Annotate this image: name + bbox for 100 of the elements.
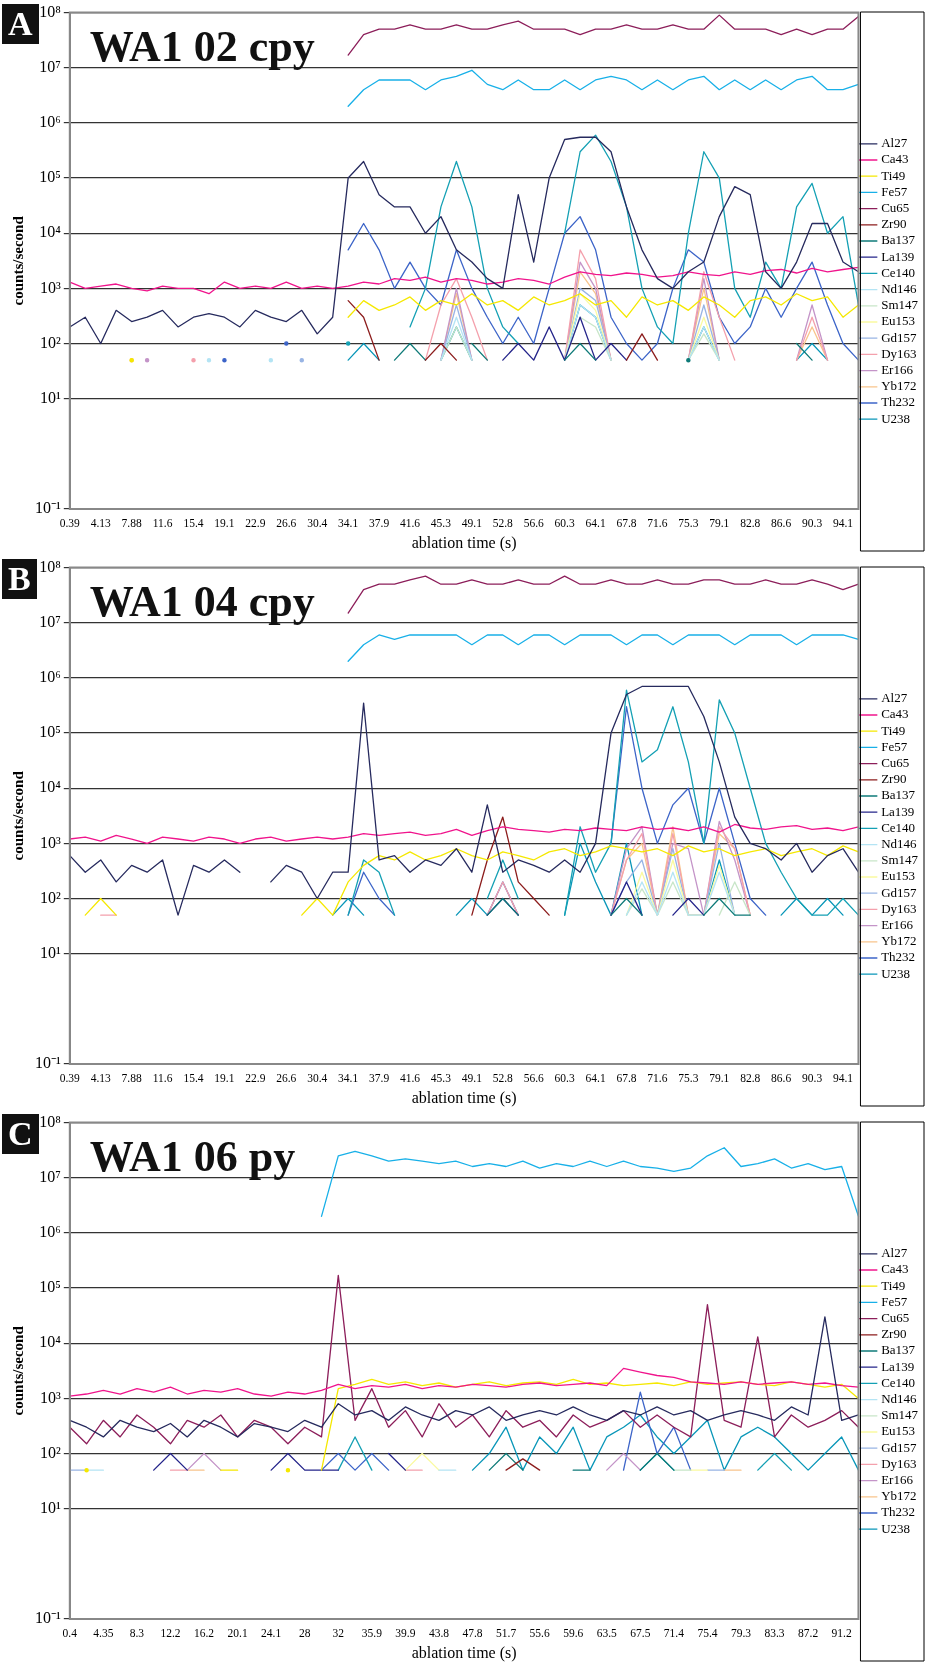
legend-label: Th232 — [881, 949, 916, 965]
x-tick-label: 19.1 — [214, 516, 235, 529]
y-tick-label: 10² — [40, 333, 61, 351]
legend-label: U238 — [881, 965, 911, 981]
y-axis-title: counts/second — [9, 770, 26, 861]
y-tick-label: 10⁶ — [39, 1223, 61, 1241]
x-tick-label: 15.4 — [183, 1071, 204, 1084]
legend-label: Th232 — [881, 394, 916, 410]
y-tick-label: 10⁵ — [39, 168, 61, 186]
legend-label: Fe57 — [881, 1293, 908, 1309]
x-tick-label: 11.6 — [152, 516, 173, 529]
legend-label: Sm147 — [881, 852, 919, 868]
legend-label: Ba137 — [881, 232, 916, 248]
x-tick-label: 26.6 — [276, 1071, 297, 1084]
legend-label: Eu153 — [881, 313, 916, 329]
legend-label: Cu65 — [881, 755, 910, 771]
x-tick-label: 86.6 — [771, 516, 792, 529]
y-tick-label: 10⁻¹ — [35, 1609, 61, 1627]
x-tick-label: 11.6 — [152, 1071, 173, 1084]
legend-label: Er166 — [881, 1472, 914, 1488]
x-tick-label: 56.6 — [523, 516, 545, 529]
x-tick-label: 8.3 — [129, 1626, 145, 1639]
x-tick-label: 60.3 — [554, 516, 575, 529]
legend-label: Ba137 — [881, 1342, 916, 1358]
x-tick-label: 49.1 — [461, 516, 483, 529]
legend-label: Th232 — [881, 1504, 916, 1520]
y-tick-label: 10⁸ — [39, 2, 61, 20]
x-tick-label: 71.6 — [647, 1071, 668, 1084]
x-tick-label: 47.8 — [462, 1626, 483, 1639]
x-tick-label: 75.3 — [678, 516, 699, 529]
y-tick-label: 10⁵ — [39, 1278, 61, 1296]
x-tick-label: 16.2 — [193, 1626, 215, 1639]
legend-label: Yb172 — [881, 933, 917, 949]
legend-label: Nd146 — [881, 281, 918, 297]
legend-label: Ti49 — [881, 1277, 906, 1293]
chart-title: WA1 06 py — [89, 1131, 296, 1181]
x-tick-label: 71.6 — [647, 516, 668, 529]
x-tick-label: 37.9 — [369, 1071, 390, 1084]
legend-label: Ca43 — [881, 151, 909, 167]
x-tick-label: 15.4 — [183, 516, 204, 529]
legend-label: Eu153 — [881, 868, 916, 884]
x-tick-label: 59.6 — [563, 1626, 584, 1639]
x-axis-title: ablation time (s) — [411, 1088, 517, 1107]
y-axis-title: counts/second — [9, 1325, 26, 1416]
x-tick-label: 12.2 — [160, 1626, 181, 1639]
legend-label: Ca43 — [881, 706, 909, 722]
legend-label: Ce140 — [881, 819, 916, 835]
x-tick-label: 7.88 — [121, 516, 142, 529]
x-tick-label: 82.8 — [740, 1071, 761, 1084]
x-tick-label: 0.39 — [59, 516, 81, 529]
x-tick-label: 51.7 — [496, 1626, 517, 1639]
x-tick-label: 34.1 — [338, 1071, 359, 1084]
y-tick-label: 10⁵ — [39, 723, 61, 741]
y-tick-label: 10¹ — [40, 1498, 61, 1516]
x-tick-label: 52.8 — [492, 516, 514, 529]
x-tick-label: 32 — [332, 1626, 345, 1639]
x-tick-label: 82.8 — [740, 516, 761, 529]
x-tick-label: 19.1 — [214, 1071, 235, 1084]
x-tick-label: 20.1 — [227, 1626, 248, 1639]
text: A — [2, 4, 39, 44]
legend-label: Ti49 — [881, 167, 906, 183]
legend-label: Dy163 — [881, 900, 917, 916]
legend-label: Nd146 — [881, 836, 918, 852]
x-tick-label: 60.3 — [554, 1071, 575, 1084]
x-tick-label: 45.3 — [430, 1071, 452, 1084]
legend-label: Ca43 — [881, 1261, 909, 1277]
x-tick-label: 4.13 — [90, 516, 112, 529]
x-tick-label: 86.6 — [771, 1071, 792, 1084]
legend-label: U238 — [881, 410, 911, 426]
x-tick-label: 91.2 — [831, 1626, 852, 1639]
legend-label: La139 — [881, 248, 915, 264]
x-tick-label: 35.9 — [361, 1626, 383, 1639]
x-tick-label: 83.3 — [764, 1626, 785, 1639]
x-tick-label: 79.1 — [709, 1071, 730, 1084]
legend-label: Dy163 — [881, 1455, 917, 1471]
legend-label: Gd157 — [881, 329, 918, 345]
y-tick-label: 10² — [40, 1443, 61, 1461]
text: B — [2, 559, 37, 599]
legend-label: Zr90 — [881, 216, 907, 232]
legend-label: Er166 — [881, 917, 914, 933]
legend-label: Sm147 — [881, 1407, 919, 1423]
legend-label: Al27 — [881, 135, 908, 151]
y-tick-label: 10² — [40, 888, 61, 906]
legend-label: Ce140 — [881, 1374, 916, 1390]
x-tick-label: 94.1 — [832, 1071, 854, 1084]
y-tick-label: 10⁷ — [39, 1167, 61, 1185]
x-tick-label: 67.5 — [630, 1626, 651, 1639]
legend-label: Gd157 — [881, 884, 918, 900]
legend-label: Yb172 — [881, 378, 917, 394]
x-tick-label: 56.6 — [523, 1071, 545, 1084]
x-tick-label: 79.3 — [730, 1626, 752, 1639]
y-axis-title: counts/second — [9, 215, 26, 306]
legend-label: Gd157 — [881, 1439, 918, 1455]
x-tick-label: 52.8 — [492, 1071, 514, 1084]
x-tick-label: 67.8 — [616, 1071, 637, 1084]
x-tick-label: 22.9 — [245, 1071, 266, 1084]
legend-label: Ce140 — [881, 264, 916, 280]
x-tick-label: 0.39 — [59, 1071, 81, 1084]
y-tick-label: 10⁻¹ — [35, 1054, 61, 1072]
legend-label: Ba137 — [881, 787, 916, 803]
